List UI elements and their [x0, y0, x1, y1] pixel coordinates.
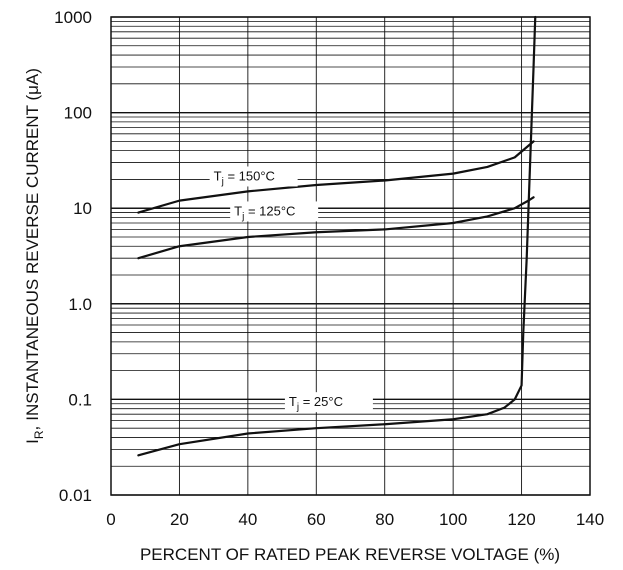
y-tick-label: 0.1	[68, 390, 92, 409]
y-axis-title-text: INSTANTANEOUS REVERSE CURRENT (μA)	[23, 68, 42, 421]
y-axis-comma: ,	[23, 426, 42, 431]
grid-lines	[111, 16, 590, 496]
y-axis-subscript: R	[32, 430, 46, 439]
x-tick-label: 60	[307, 510, 326, 529]
x-tick-label: 0	[106, 510, 115, 529]
series-label-main: T	[289, 394, 297, 409]
y-tick-label: 10	[73, 199, 92, 218]
y-tick-label: 1000	[54, 8, 92, 27]
series-label-sub: j	[296, 402, 299, 413]
x-tick-label: 80	[375, 510, 394, 529]
x-tick-label: 20	[170, 510, 189, 529]
series-label-rest: = 125°C	[244, 203, 295, 218]
x-tick-label: 140	[576, 510, 604, 529]
y-tick-label: 100	[64, 104, 92, 123]
series-label-main: T	[234, 203, 242, 218]
x-tick-labels: 0 20 40 60 80 100 120 140	[106, 510, 604, 529]
series-line-3	[137, 15, 537, 457]
series-label-3: Tj = 25°C	[289, 394, 343, 413]
x-tick-label: 40	[238, 510, 257, 529]
series-label-1: Tj = 150°C	[214, 168, 275, 187]
series-label-rest: = 150°C	[224, 168, 275, 183]
x-tick-label: 100	[439, 510, 467, 529]
y-tick-label: 0.01	[59, 486, 92, 505]
plot-frame	[110, 16, 591, 496]
y-axis-symbol: I	[23, 439, 42, 444]
series-line-2	[137, 196, 535, 260]
x-tick-label: 120	[507, 510, 535, 529]
series-label-background	[230, 201, 319, 222]
series-line-1	[137, 140, 535, 214]
series-label-2: Tj = 125°C	[234, 203, 295, 222]
y-axis-title: IR, INSTANTANEOUS REVERSE CURRENT (μA)	[23, 68, 46, 444]
series-group	[137, 15, 537, 457]
series-label-rest: = 25°C	[299, 394, 343, 409]
series-label-background	[284, 392, 373, 413]
series-label-background	[209, 166, 298, 187]
y-tick-label: 1.0	[68, 295, 92, 314]
series-labels: Tj = 150°CTj = 125°CTj = 25°C	[209, 166, 373, 413]
series-label-main: T	[214, 168, 222, 183]
x-axis-title: PERCENT OF RATED PEAK REVERSE VOLTAGE (%…	[140, 545, 560, 564]
series-label-sub: j	[241, 211, 244, 222]
series-label-sub: j	[221, 176, 224, 187]
y-tick-labels: 0.01 0.1 1.0 10 100 1000	[54, 8, 92, 505]
